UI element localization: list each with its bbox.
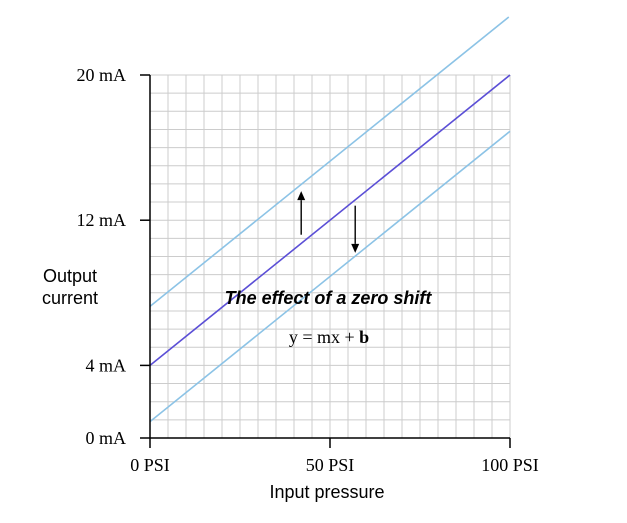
y-tick-label: 4 mA [86, 355, 127, 375]
series-line-1 [149, 74, 511, 367]
equation-bold-term: b [359, 327, 369, 347]
y-axis-title-line-2: current [42, 288, 98, 308]
y-tick-label: 0 mA [86, 428, 127, 448]
grid [150, 74, 511, 438]
arrow-down-icon [351, 205, 360, 253]
y-tick-label: 12 mA [77, 210, 127, 230]
x-tick-label: 50 PSI [306, 455, 355, 475]
annotation-equation: y = mx + b [289, 327, 369, 347]
shift-arrows [297, 191, 360, 253]
annotation-title: The effect of a zero shift [225, 288, 433, 308]
y-axis-title-line-1: Output [43, 266, 97, 286]
y-tick-label: 20 mA [77, 65, 127, 85]
arrow-up-icon [297, 191, 306, 235]
ticks: 0 mA 4 mA 12 mA 20 mA 0 PSI 50 PSI 100 PSI [77, 65, 539, 475]
x-axis-title: Input pressure [269, 482, 384, 502]
series-line-2 [149, 16, 510, 308]
series-lines [149, 16, 511, 423]
equation-main: y = mx + [289, 327, 359, 347]
series-line-3 [149, 130, 511, 423]
x-tick-label: 100 PSI [481, 455, 539, 475]
x-tick-label: 0 PSI [130, 455, 170, 475]
